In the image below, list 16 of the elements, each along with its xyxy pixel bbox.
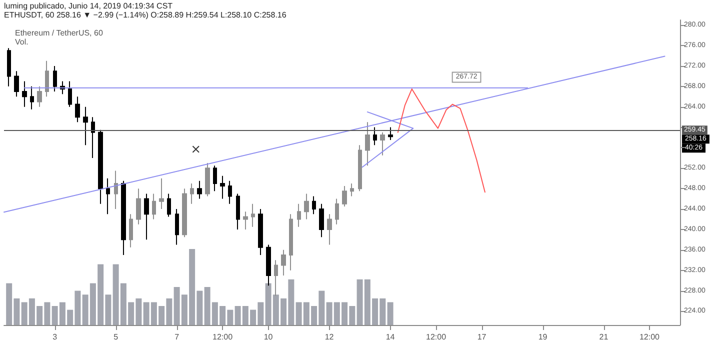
x-tick-label: 14 — [386, 332, 396, 342]
text: Ethereum / TetherUS, 60 — [15, 28, 104, 38]
x-tick-label: 3 — [52, 332, 58, 342]
chart-title: Vol. — [15, 38, 28, 46]
x-tick-label: 12:00 — [212, 332, 234, 342]
x-tick-label: 7 — [174, 332, 180, 342]
x-tick-label: 5 — [114, 332, 119, 342]
x-tick-label: 17 — [477, 332, 487, 342]
x-tick-label: 12 — [324, 332, 334, 342]
x-tick-label: 19 — [538, 332, 548, 342]
x-tick-label: 10 — [264, 332, 274, 342]
text: luming publicado, Junio 14, 2019 04:19:34 CST — [4, 2, 173, 10]
x-tick-label: 21 — [599, 332, 609, 342]
x-tick-label: 12:00 — [426, 332, 447, 342]
x-tick-label: 12:00 — [639, 332, 660, 342]
text: ETHUSDT, 60 258.16 ▼ −2.99 (−1.14%) O:258.89 H:259.54 L:258.10 C:258.16 — [4, 10, 287, 20]
